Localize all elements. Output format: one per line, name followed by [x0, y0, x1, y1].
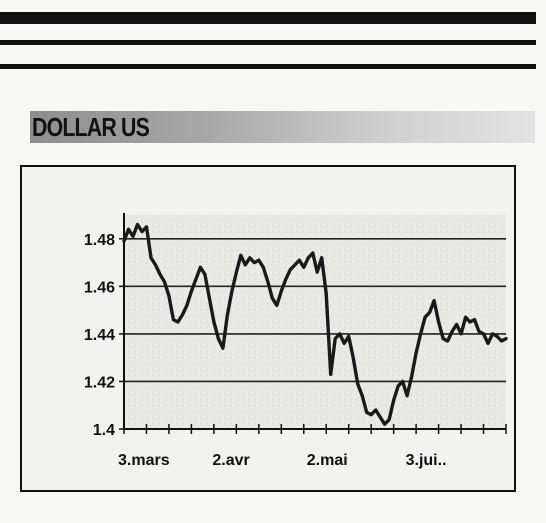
chart-title: DOLLAR US — [32, 112, 150, 142]
x-tick-label: 2.avr — [212, 452, 249, 469]
x-tick-label: 2.mai — [307, 452, 348, 469]
series-line-0 — [122, 222, 508, 426]
title-band: DOLLAR US — [30, 111, 535, 143]
y-tick-label: 1.44 — [84, 327, 115, 344]
top-bottom-rule — [0, 64, 536, 69]
plot-area — [124, 215, 506, 429]
chart-svg: 1.4 1.42 1.44 1.46 1.48 3.mars 2.avr 2.mai 3.jui… — [84, 213, 508, 469]
top-thick-rule — [0, 12, 536, 24]
x-tick-label: 3.mars — [118, 452, 170, 469]
y-tick-label: 1.42 — [84, 374, 115, 391]
y-tick-label: 1.48 — [84, 232, 115, 249]
y-tick-label: 1.4 — [93, 422, 115, 439]
y-tick-label: 1.46 — [84, 279, 115, 296]
top-middle-rule — [0, 40, 536, 45]
x-tick-label: 3.jui.. — [406, 452, 447, 469]
